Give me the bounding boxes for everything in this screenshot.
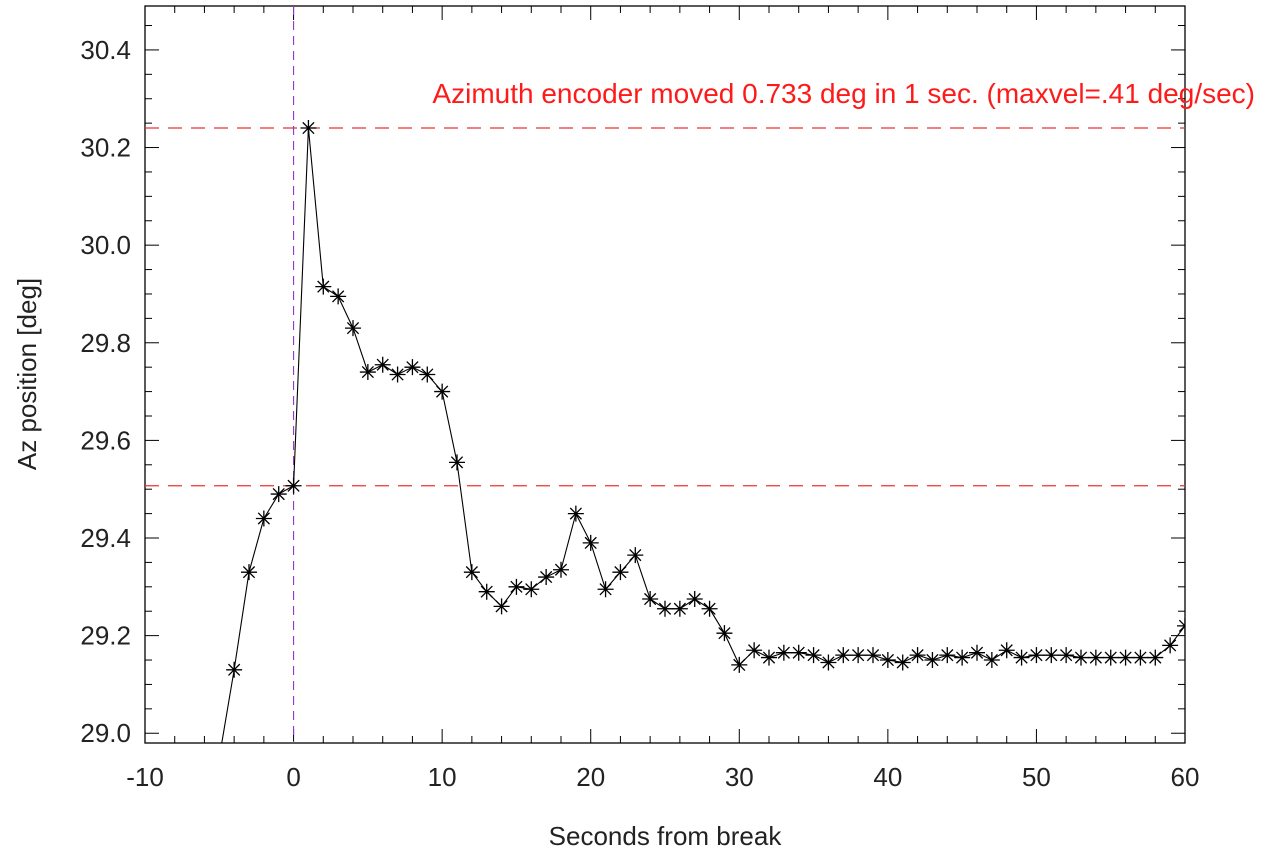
annotation: Azimuth encoder moved 0.733 deg in 1 sec… [432, 78, 1255, 109]
data-point [894, 654, 911, 671]
data-point [731, 656, 748, 673]
y-tick-label: 29.2 [80, 621, 131, 651]
data-point [805, 647, 822, 664]
data-point [523, 581, 540, 598]
data-point [1147, 649, 1164, 666]
data-point [686, 591, 703, 608]
data-point [359, 364, 376, 381]
axis-ticks [144, 6, 1186, 743]
data-point [1058, 647, 1075, 664]
data-point [850, 647, 867, 664]
data-point [330, 288, 347, 305]
series-line [221, 127, 1185, 743]
data-point [211, 750, 227, 766]
data-point [241, 564, 257, 581]
data-point [1162, 637, 1179, 654]
data-point [998, 642, 1015, 659]
data-point [1117, 649, 1134, 666]
x-tick-label: 40 [873, 762, 902, 792]
y-tick-label: 29.4 [80, 523, 131, 553]
data-point [493, 598, 510, 615]
data-point [270, 486, 287, 503]
data-point [1043, 647, 1060, 664]
data-point [627, 547, 644, 564]
data-point [1132, 649, 1149, 666]
reference-lines [145, 6, 1185, 743]
x-axis-label: Seconds from break [549, 821, 783, 851]
data-point [642, 591, 659, 608]
x-tick-label: 60 [1171, 762, 1200, 792]
data-point [983, 652, 1000, 669]
data-point [1028, 647, 1045, 664]
data-point [671, 600, 688, 617]
data-point [538, 569, 555, 586]
data-point [835, 647, 852, 664]
data-point [701, 600, 718, 617]
data-point [969, 644, 985, 661]
y-tick-label: 29.8 [80, 328, 131, 358]
y-tick-label: 30.2 [80, 133, 131, 163]
data-point [478, 583, 495, 600]
tick-labels: -10 0 10 20 30 40 50 60 29.0 29.2 29.4 29.6 29.8 30.0… [80, 35, 1199, 792]
data-point [226, 661, 243, 678]
data-point [761, 649, 777, 666]
y-tick-label: 29.0 [80, 718, 131, 748]
data-point [255, 510, 272, 527]
data-point [820, 654, 837, 671]
data-point [567, 505, 584, 522]
data-point [449, 454, 465, 471]
data-point [716, 625, 733, 642]
data-point [612, 564, 629, 581]
data-point [553, 561, 569, 578]
data-point [463, 564, 480, 581]
data-point [657, 600, 673, 617]
data-point [1013, 649, 1030, 666]
data-point [285, 477, 302, 494]
data-point [508, 578, 525, 595]
x-tick-label: 20 [576, 762, 605, 792]
data-point [597, 581, 614, 598]
data-point [1177, 617, 1185, 634]
x-tick-label: 0 [286, 762, 300, 792]
data-point [300, 120, 317, 137]
data-point [345, 320, 361, 337]
data-point [434, 383, 451, 400]
data-point [865, 647, 881, 664]
data-point [1102, 649, 1119, 666]
data-point [315, 278, 332, 295]
y-tick-label: 30.4 [80, 35, 131, 65]
data-point [924, 652, 941, 669]
x-tick-label: 10 [428, 762, 457, 792]
data-series [211, 120, 1185, 766]
data-point [939, 647, 956, 664]
data-point [389, 366, 406, 383]
y-axis-label: Az position [deg] [12, 278, 42, 470]
plot-frame [144, 5, 1186, 744]
data-point [374, 356, 391, 373]
x-tick-label: 30 [725, 762, 754, 792]
data-point [1087, 649, 1104, 666]
data-point [746, 642, 763, 659]
x-tick-label: 50 [1022, 762, 1051, 792]
data-point [582, 534, 599, 551]
y-tick-label: 29.6 [80, 425, 131, 455]
data-point [404, 359, 421, 376]
data-point [790, 644, 807, 661]
data-point [419, 366, 436, 383]
data-point [954, 649, 971, 666]
x-tick-label: -10 [126, 762, 164, 792]
data-point [879, 652, 896, 669]
y-tick-label: 30.0 [80, 230, 131, 260]
data-point [775, 644, 792, 661]
data-point [909, 647, 926, 664]
data-point [1073, 649, 1089, 666]
